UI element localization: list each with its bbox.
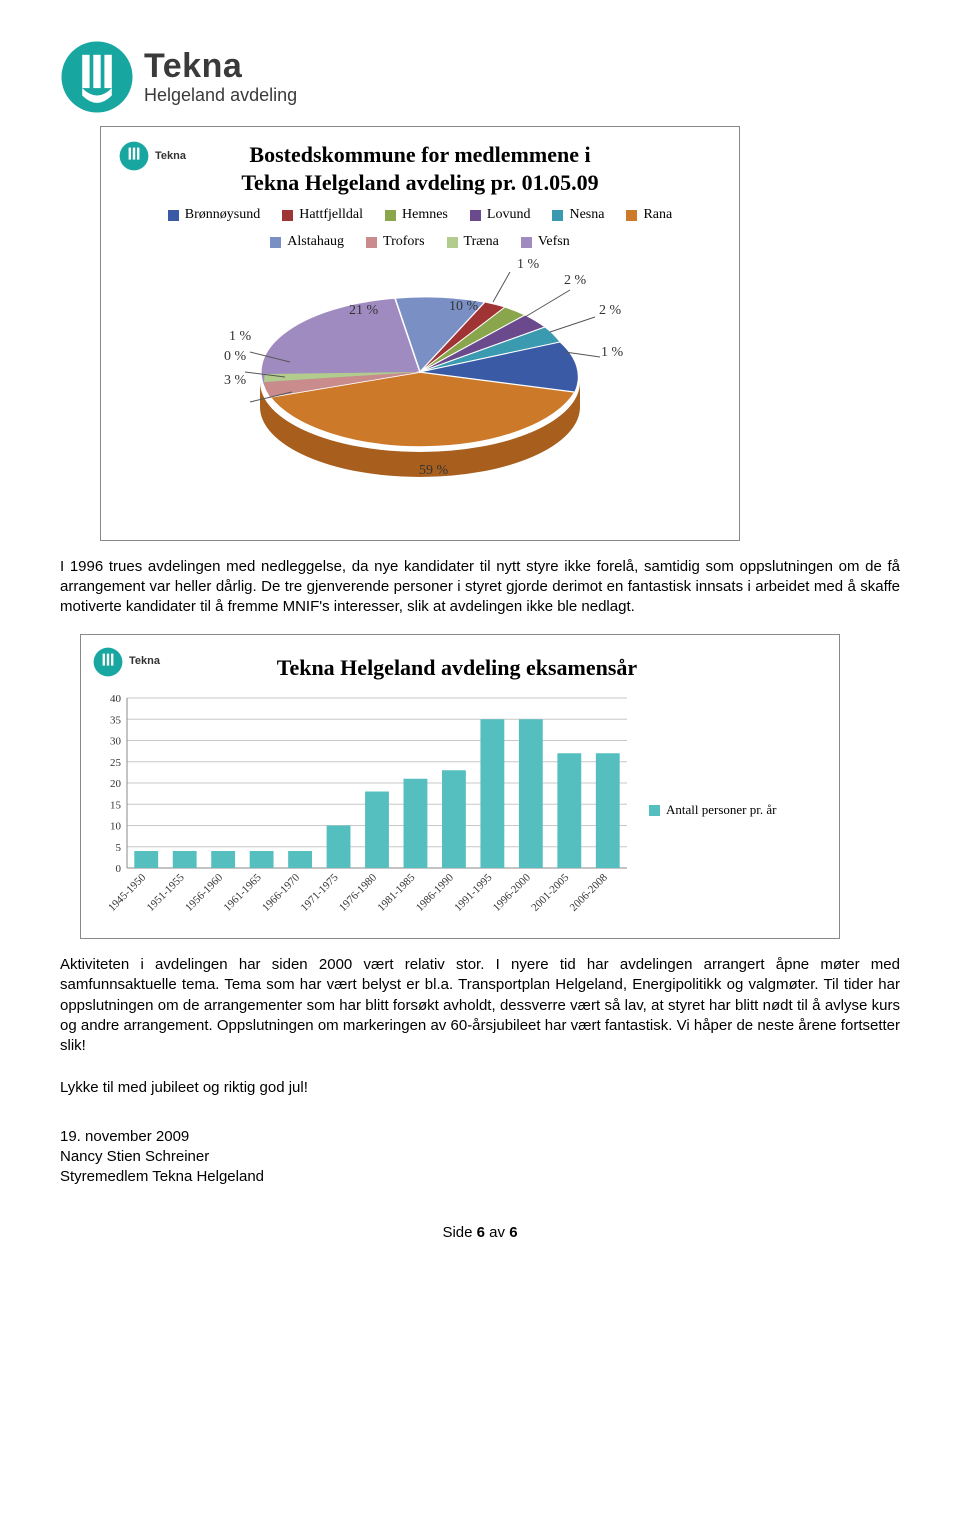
svg-text:1981-1985: 1981-1985 [375,872,418,915]
sig-name: Nancy Stien Schreiner [60,1148,209,1165]
svg-text:35: 35 [110,714,122,726]
legend-item: Brønnøysund [168,206,260,225]
legend-label: Hattfjelldal [299,206,363,225]
svg-text:1976-1980: 1976-1980 [337,872,380,915]
pie-label: 1 % [601,344,623,363]
pie-label: 2 % [599,302,621,321]
legend-item: Hemnes [385,206,448,225]
legend-label: Brønnøysund [185,206,260,225]
legend-swatch [282,210,293,221]
legend-label: Lovund [487,206,531,225]
pie-chart-area: 1 % 0 % 3 % 21 % 10 % 1 % 2 % 2 % 1 % 59… [119,262,721,522]
legend-item: Hattfjelldal [282,206,363,225]
legend-label: Træna [464,233,499,252]
svg-text:0: 0 [116,863,122,875]
svg-text:1966-1970: 1966-1970 [260,872,303,915]
svg-text:1986-1990: 1986-1990 [414,872,457,915]
legend-item: Vefsn [521,233,570,252]
svg-text:15: 15 [110,799,122,811]
legend-label: Hemnes [402,206,448,225]
pie-label: 1 % [517,256,539,275]
svg-text:10: 10 [110,821,122,833]
legend-swatch [366,237,377,248]
body-paragraph-2: Aktiviteten i avdelingen har siden 2000 … [60,955,900,1056]
legend-label: Vefsn [538,233,570,252]
pie-label: 1 % [229,328,251,347]
svg-text:40: 40 [110,693,122,705]
svg-text:1951-1955: 1951-1955 [145,872,188,915]
bar-chart-title: Tekna Helgeland avdeling eksamensår [93,653,821,683]
page-footer: Side 6 av 6 [60,1223,900,1243]
svg-text:2006-2008: 2006-2008 [568,872,611,915]
legend-item: Nesna [552,206,604,225]
svg-text:1961-1965: 1961-1965 [222,872,265,915]
legend-label: Nesna [569,206,604,225]
svg-text:1971-1975: 1971-1975 [298,872,341,915]
pie-chart-svg [240,262,600,492]
pie-label: 2 % [564,272,586,291]
svg-text:20: 20 [110,778,122,790]
legend-swatch [552,210,563,221]
legend-swatch [626,210,637,221]
brand-primary: Tekna [144,49,297,85]
svg-text:2001-2005: 2001-2005 [529,872,572,915]
svg-text:30: 30 [110,736,122,748]
svg-text:25: 25 [110,757,122,769]
legend-swatch [521,237,532,248]
sig-date: 19. november 2009 [60,1128,189,1145]
chart-brand-text: Tekna [129,654,160,669]
tekna-logo-icon [93,647,123,677]
tekna-logo-icon [119,141,149,171]
legend-item: Træna [447,233,499,252]
svg-text:1996-2000: 1996-2000 [491,872,534,915]
svg-text:1956-1960: 1956-1960 [183,872,226,915]
body-paragraph-1: I 1996 trues avdelingen med nedleggelse,… [60,557,900,618]
pie-legend: Brønnøysund Hattfjelldal Hemnes Lovund Nesna… [140,206,700,252]
pie-label: 59 % [419,462,448,481]
legend-item: Alstahaug [270,233,344,252]
bar-chart-svg: 0 5 10 15 20 25 30 35 40 1945-19501951-19551956-1… [93,690,633,930]
pie-label: 10 % [449,298,478,317]
pie-label: 3 % [224,372,246,391]
legend-item: Lovund [470,206,531,225]
legend-swatch [470,210,481,221]
svg-text:5: 5 [116,842,122,854]
signature-block: 19. november 2009 Nancy Stien Schreiner … [60,1127,900,1188]
legend-label: Trofors [383,233,425,252]
svg-text:1991-1995: 1991-1995 [452,872,495,915]
svg-text:1945-1950: 1945-1950 [106,872,149,915]
legend-item: Trofors [366,233,425,252]
closing-line: Lykke til med jubileet og riktig god jul… [60,1078,900,1098]
pie-label: 0 % [224,348,246,367]
legend-swatch [385,210,396,221]
legend-label: Alstahaug [287,233,344,252]
legend-item: Rana [626,206,672,225]
pie-label: 21 % [349,302,378,321]
bar-chart-container: Tekna Tekna Helgeland avdeling eksamenså… [80,634,840,940]
chart-brand-text: Tekna [155,149,186,164]
bar-legend-label: Antall personer pr. år [666,801,776,819]
brand-header: Tekna Helgeland avdeling [60,40,900,114]
legend-swatch [270,237,281,248]
sig-role: Styremedlem Tekna Helgeland [60,1168,264,1185]
pie-chart-title: Bostedskommune for medlemmene i Tekna He… [119,141,721,196]
tekna-logo-icon [60,40,134,114]
brand-secondary: Helgeland avdeling [144,86,297,105]
legend-swatch [168,210,179,221]
legend-label: Rana [643,206,672,225]
legend-swatch [447,237,458,248]
pie-chart-container: Tekna Bostedskommune for medlemmene i Te… [100,126,740,541]
bar-legend: Antall personer pr. år [649,801,776,819]
